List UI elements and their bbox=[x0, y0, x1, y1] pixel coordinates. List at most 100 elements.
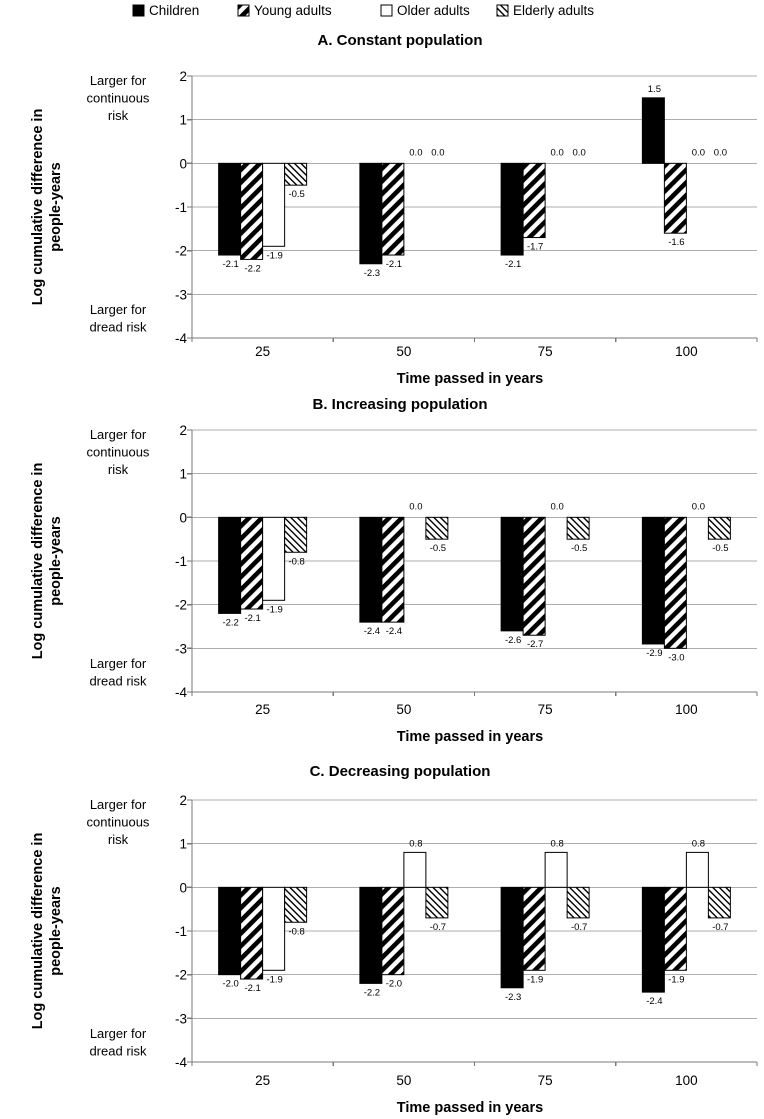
annotation-continuous-risk: risk bbox=[108, 462, 129, 477]
x-tick-label: 25 bbox=[255, 344, 270, 359]
data-label-children-25: -2.1 bbox=[222, 259, 238, 270]
bar-children-25 bbox=[218, 886, 242, 976]
bar-children-75 bbox=[500, 516, 524, 632]
data-label-elderly-adults-25: -0.8 bbox=[288, 926, 304, 937]
data-label-young-adults-100: -1.6 bbox=[668, 237, 684, 248]
data-label-elderly-adults-25: -0.8 bbox=[288, 556, 304, 567]
legend-label: Older adults bbox=[397, 3, 470, 18]
y-axis-title-line1: Log cumulative difference in bbox=[30, 833, 46, 1030]
bar-young-adults-75 bbox=[522, 886, 546, 971]
data-label-older-adults-75: 0.8 bbox=[551, 838, 564, 849]
bar-older-adults-100 bbox=[685, 851, 709, 888]
bar-elderly-adults-50 bbox=[425, 516, 449, 540]
bar-young-adults-100 bbox=[663, 162, 687, 234]
bar-young-adults-75 bbox=[522, 516, 546, 636]
y-axis-title-line1: Log cumulative difference in bbox=[30, 109, 46, 306]
data-label-older-adults-100: 0.0 bbox=[692, 147, 705, 158]
data-label-children-100: -2.4 bbox=[646, 996, 662, 1007]
annotation-continuous-risk: Larger for bbox=[90, 73, 147, 88]
y-tick-label: -1 bbox=[175, 200, 187, 215]
y-tick-label: 2 bbox=[179, 793, 187, 808]
panel-b: B. Increasing population 2 1 0 -1 -2 -3 -4 Log c… bbox=[30, 396, 758, 745]
data-label-young-adults-75: -2.7 bbox=[527, 639, 543, 650]
data-label-elderly-adults-50: -0.5 bbox=[430, 543, 446, 554]
y-tick-label: 0 bbox=[179, 156, 187, 171]
data-label-children-100: -2.9 bbox=[646, 648, 662, 659]
x-tick-label: 75 bbox=[538, 1073, 553, 1088]
bar-young-adults-50 bbox=[381, 162, 405, 256]
y-axis-title-line2: people-years bbox=[48, 886, 64, 975]
data-label-young-adults-75: -1.9 bbox=[527, 974, 543, 985]
bar-young-adults-25 bbox=[240, 886, 264, 980]
bar-children-25 bbox=[218, 162, 242, 256]
legend-label: Young adults bbox=[254, 3, 332, 18]
bar-young-adults-100 bbox=[663, 886, 687, 971]
bar-young-adults-25 bbox=[240, 162, 264, 260]
bar-elderly-adults-75 bbox=[566, 516, 590, 540]
panel-title: C. Decreasing population bbox=[310, 763, 491, 780]
y-tick-label: 1 bbox=[179, 837, 187, 852]
data-label-children-100: 1.5 bbox=[648, 84, 661, 95]
data-label-older-adults-25: -1.9 bbox=[266, 974, 282, 985]
y-tick-label: -4 bbox=[175, 1055, 187, 1070]
annotation-continuous-risk: continuous bbox=[87, 445, 150, 460]
legend: Children Young adults Older adults Elderly … bbox=[132, 3, 594, 18]
bar-children-75 bbox=[500, 162, 524, 256]
annotation-continuous-risk: continuous bbox=[87, 91, 150, 106]
annotation-dread-risk: Larger for bbox=[90, 656, 147, 671]
data-label-children-50: -2.4 bbox=[364, 626, 380, 637]
panel-c: C. Decreasing population 2 1 0 -1 -2 -3 -4 Log c… bbox=[30, 763, 758, 1116]
x-tick-label: 50 bbox=[396, 1073, 411, 1088]
y-tick-label: 0 bbox=[179, 880, 187, 895]
bar-children-100 bbox=[641, 97, 665, 164]
data-label-children-25: -2.0 bbox=[222, 979, 238, 990]
y-tick-label: -4 bbox=[175, 331, 187, 346]
bar-children-25 bbox=[218, 516, 242, 614]
annotation-continuous-risk: Larger for bbox=[90, 797, 147, 812]
bar-young-adults-50 bbox=[381, 516, 405, 623]
x-tick-label: 75 bbox=[538, 344, 553, 359]
data-label-young-adults-50: -2.1 bbox=[386, 259, 402, 270]
data-label-young-adults-100: -1.9 bbox=[668, 974, 684, 985]
annotation-continuous-risk: risk bbox=[108, 108, 129, 123]
x-tick-label: 50 bbox=[396, 344, 411, 359]
data-label-older-adults-25: -1.9 bbox=[266, 604, 282, 615]
y-axis-title-line2: people-years bbox=[48, 162, 64, 251]
x-tick-label: 100 bbox=[675, 702, 698, 717]
data-label-young-adults-75: -1.7 bbox=[527, 242, 543, 253]
y-tick-label: -1 bbox=[175, 924, 187, 939]
bar-elderly-adults-100 bbox=[707, 516, 731, 540]
annotation-dread-risk: Larger for bbox=[90, 1026, 147, 1041]
data-label-older-adults-50: 0.8 bbox=[409, 838, 422, 849]
data-label-elderly-adults-100: -0.5 bbox=[712, 543, 728, 554]
annotation-continuous-risk: Larger for bbox=[90, 427, 147, 442]
legend-item-elderly-adults: Elderly adults bbox=[496, 3, 594, 18]
bar-young-adults-50 bbox=[381, 886, 405, 976]
x-tick-label: 100 bbox=[675, 344, 698, 359]
bar-older-adults-25 bbox=[262, 162, 286, 247]
y-tick-label: -3 bbox=[175, 1011, 187, 1026]
y-tick-label: 1 bbox=[179, 467, 187, 482]
y-tick-label: -4 bbox=[175, 685, 187, 700]
bar-elderly-adults-25 bbox=[284, 886, 308, 923]
data-label-elderly-adults-75: -0.5 bbox=[571, 543, 587, 554]
data-label-older-adults-25: -1.9 bbox=[266, 250, 282, 261]
x-tick-label: 25 bbox=[255, 702, 270, 717]
annotation-continuous-risk: risk bbox=[108, 832, 129, 847]
data-label-elderly-adults-25: -0.5 bbox=[288, 189, 304, 200]
data-label-elderly-adults-50: 0.0 bbox=[431, 147, 444, 158]
annotation-dread-risk: Larger for bbox=[90, 302, 147, 317]
data-label-young-adults-50: -2.0 bbox=[386, 979, 402, 990]
forward-diagonal-hatch-icon bbox=[237, 4, 250, 17]
y-axis-title-line1: Log cumulative difference in bbox=[30, 463, 46, 660]
bar-young-adults-75 bbox=[522, 162, 546, 239]
data-label-children-25: -2.2 bbox=[222, 617, 238, 628]
bar-elderly-adults-25 bbox=[284, 516, 308, 553]
data-label-older-adults-100: 0.0 bbox=[692, 501, 705, 512]
x-tick-label: 100 bbox=[675, 1073, 698, 1088]
legend-item-children: Children bbox=[132, 3, 199, 18]
data-label-young-adults-25: -2.1 bbox=[244, 983, 260, 994]
y-tick-label: 2 bbox=[179, 423, 187, 438]
data-label-older-adults-100: 0.8 bbox=[692, 838, 705, 849]
